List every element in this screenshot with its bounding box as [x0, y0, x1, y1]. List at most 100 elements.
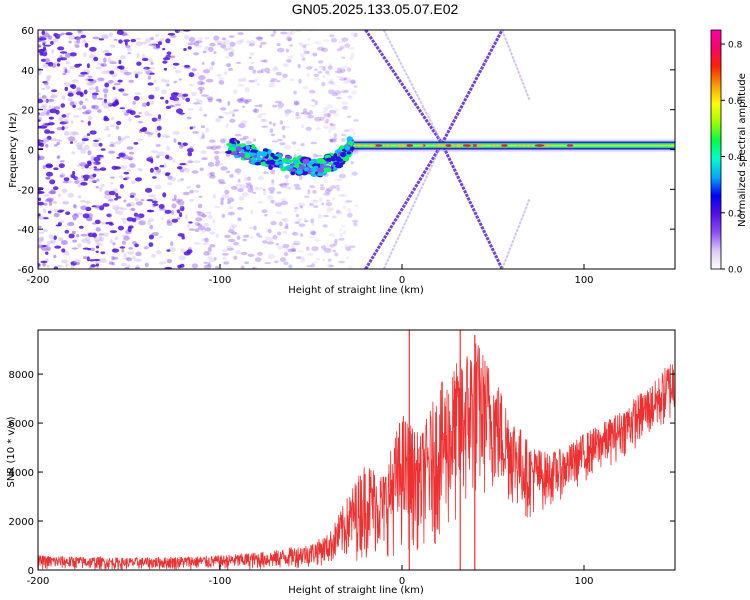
bottom-y-tick-label: 0	[28, 566, 34, 577]
noise-blob	[134, 92, 142, 95]
noise-blob	[227, 238, 236, 243]
noise-blob	[43, 80, 49, 86]
noise-blob	[300, 112, 305, 115]
noise-blob	[244, 100, 249, 105]
noise-blob	[238, 195, 244, 201]
noise-blob	[97, 242, 103, 246]
noise-blob	[224, 47, 228, 52]
noise-blob	[70, 120, 74, 124]
trace-blob	[226, 142, 233, 147]
noise-blob	[165, 105, 172, 109]
trace-blob	[317, 172, 324, 177]
noise-blob	[306, 50, 310, 54]
carrier-hotspot	[445, 144, 452, 147]
noise-blob	[38, 215, 44, 220]
noise-blob	[207, 250, 212, 256]
noise-blob	[289, 78, 295, 82]
noise-blob	[206, 173, 210, 176]
trace-blob	[340, 151, 347, 158]
noise-blob	[100, 183, 105, 188]
noise-blob	[183, 251, 191, 256]
noise-blob	[326, 263, 333, 268]
noise-blob	[332, 214, 336, 219]
trace-blob	[265, 160, 273, 165]
noise-blob	[122, 154, 129, 160]
noise-blob	[192, 131, 200, 134]
noise-blob	[226, 170, 231, 174]
carrier-hotspot	[354, 144, 365, 147]
noise-blob	[315, 154, 323, 157]
noise-blob	[339, 77, 346, 81]
noise-blob	[112, 86, 116, 90]
noise-blob	[126, 146, 134, 150]
noise-blob	[275, 202, 282, 207]
noise-blob	[293, 101, 300, 106]
noise-blob	[330, 140, 338, 143]
noise-blob	[256, 83, 261, 86]
noise-blob	[38, 119, 41, 122]
noise-blob	[96, 97, 104, 100]
bottom-y-tick-label: 8000	[9, 370, 34, 381]
noise-blob	[108, 32, 114, 37]
noise-blob	[54, 245, 62, 249]
noise-blob	[177, 30, 185, 33]
noise-blob	[342, 106, 349, 110]
carrier-hotspot	[544, 144, 552, 147]
noise-blob	[248, 226, 255, 230]
noise-blob	[302, 46, 307, 52]
noise-blob	[209, 174, 216, 179]
noise-blob	[286, 36, 293, 42]
noise-blob	[248, 56, 252, 59]
noise-blob	[337, 40, 343, 44]
noise-blob	[338, 237, 345, 241]
noise-blob	[58, 116, 64, 122]
noise-blob	[90, 155, 94, 161]
noise-blob	[224, 48, 232, 51]
bottom-x-tick-label: -100	[209, 576, 232, 587]
noise-blob	[247, 188, 254, 193]
noise-blob	[330, 37, 338, 43]
noise-blob	[54, 138, 60, 142]
noise-blob	[218, 179, 225, 184]
noise-blob	[118, 138, 124, 142]
carrier-hotspot	[524, 144, 533, 147]
noise-blob	[343, 76, 351, 83]
noise-blob	[82, 256, 88, 260]
noise-blob	[207, 246, 212, 252]
noise-blob	[256, 70, 263, 74]
noise-blob	[42, 208, 47, 214]
noise-blob	[310, 218, 315, 224]
noise-blob	[276, 211, 283, 215]
noise-blob	[199, 89, 203, 94]
noise-blob	[92, 142, 100, 148]
noise-blob	[118, 39, 123, 44]
noise-blob	[102, 203, 110, 207]
crossing-line	[364, 30, 444, 145]
noise-blob	[109, 61, 117, 65]
noise-blob	[138, 112, 142, 114]
noise-blob	[276, 107, 283, 110]
noise-blob	[87, 160, 92, 165]
noise-blob	[131, 180, 136, 185]
noise-blob	[95, 89, 100, 93]
crossing-line	[501, 198, 531, 269]
noise-blob	[123, 177, 128, 181]
trace-blob	[324, 168, 329, 173]
noise-blob	[210, 171, 215, 177]
noise-blob	[89, 178, 97, 183]
noise-blob	[257, 114, 263, 118]
noise-blob	[207, 161, 215, 167]
noise-blob	[50, 239, 56, 244]
noise-blob	[336, 48, 343, 52]
noise-blob	[183, 35, 190, 40]
noise-blob	[322, 110, 328, 114]
noise-blob	[351, 90, 358, 95]
noise-blob	[225, 153, 231, 158]
noise-blob	[123, 71, 132, 76]
noise-blob	[332, 137, 338, 141]
noise-blob	[135, 201, 144, 206]
noise-blob	[324, 121, 329, 125]
noise-blob	[333, 133, 338, 138]
noise-blob	[341, 65, 348, 69]
noise-blob	[331, 92, 339, 97]
